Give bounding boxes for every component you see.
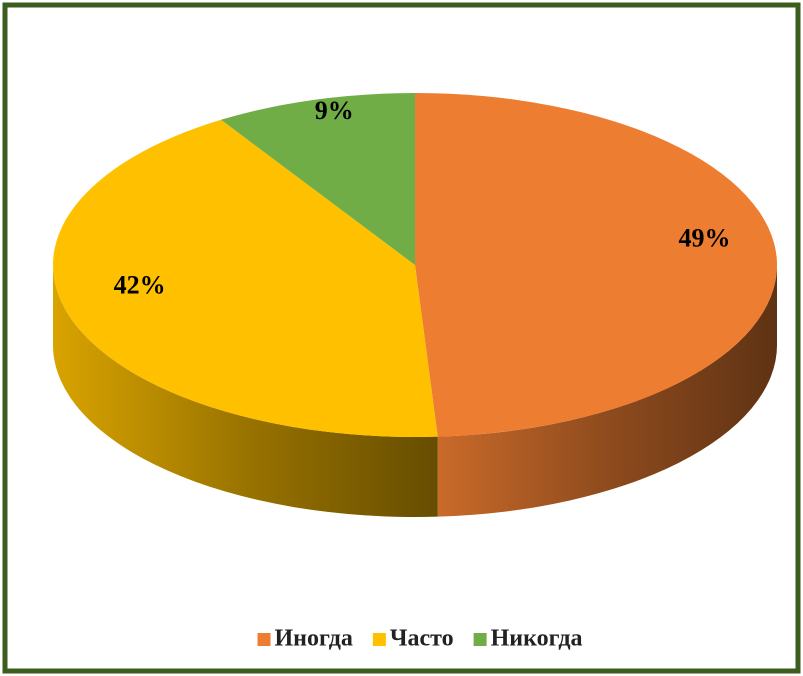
- legend-swatch: [473, 633, 487, 646]
- legend: Иногда Часто Никогда: [257, 626, 583, 652]
- pie-slice: [221, 93, 415, 265]
- pie-side-shade: [53, 265, 438, 517]
- pie-sides: [53, 265, 778, 517]
- legend-label: Иногда: [275, 626, 353, 652]
- data-labels: 49% 42% 9%: [114, 96, 731, 300]
- data-label: 9%: [315, 96, 354, 125]
- pie-side-shade: [437, 265, 778, 517]
- data-label: 49%: [678, 224, 730, 253]
- pie-tops: [53, 93, 777, 437]
- legend-label: Никогда: [491, 626, 583, 652]
- pie-slice: [53, 119, 438, 437]
- pie-slice: [415, 93, 777, 437]
- legend-swatch: [372, 633, 386, 646]
- legend-label: Часто: [390, 626, 454, 652]
- data-label: 42%: [114, 270, 166, 299]
- legend-swatch: [257, 633, 271, 646]
